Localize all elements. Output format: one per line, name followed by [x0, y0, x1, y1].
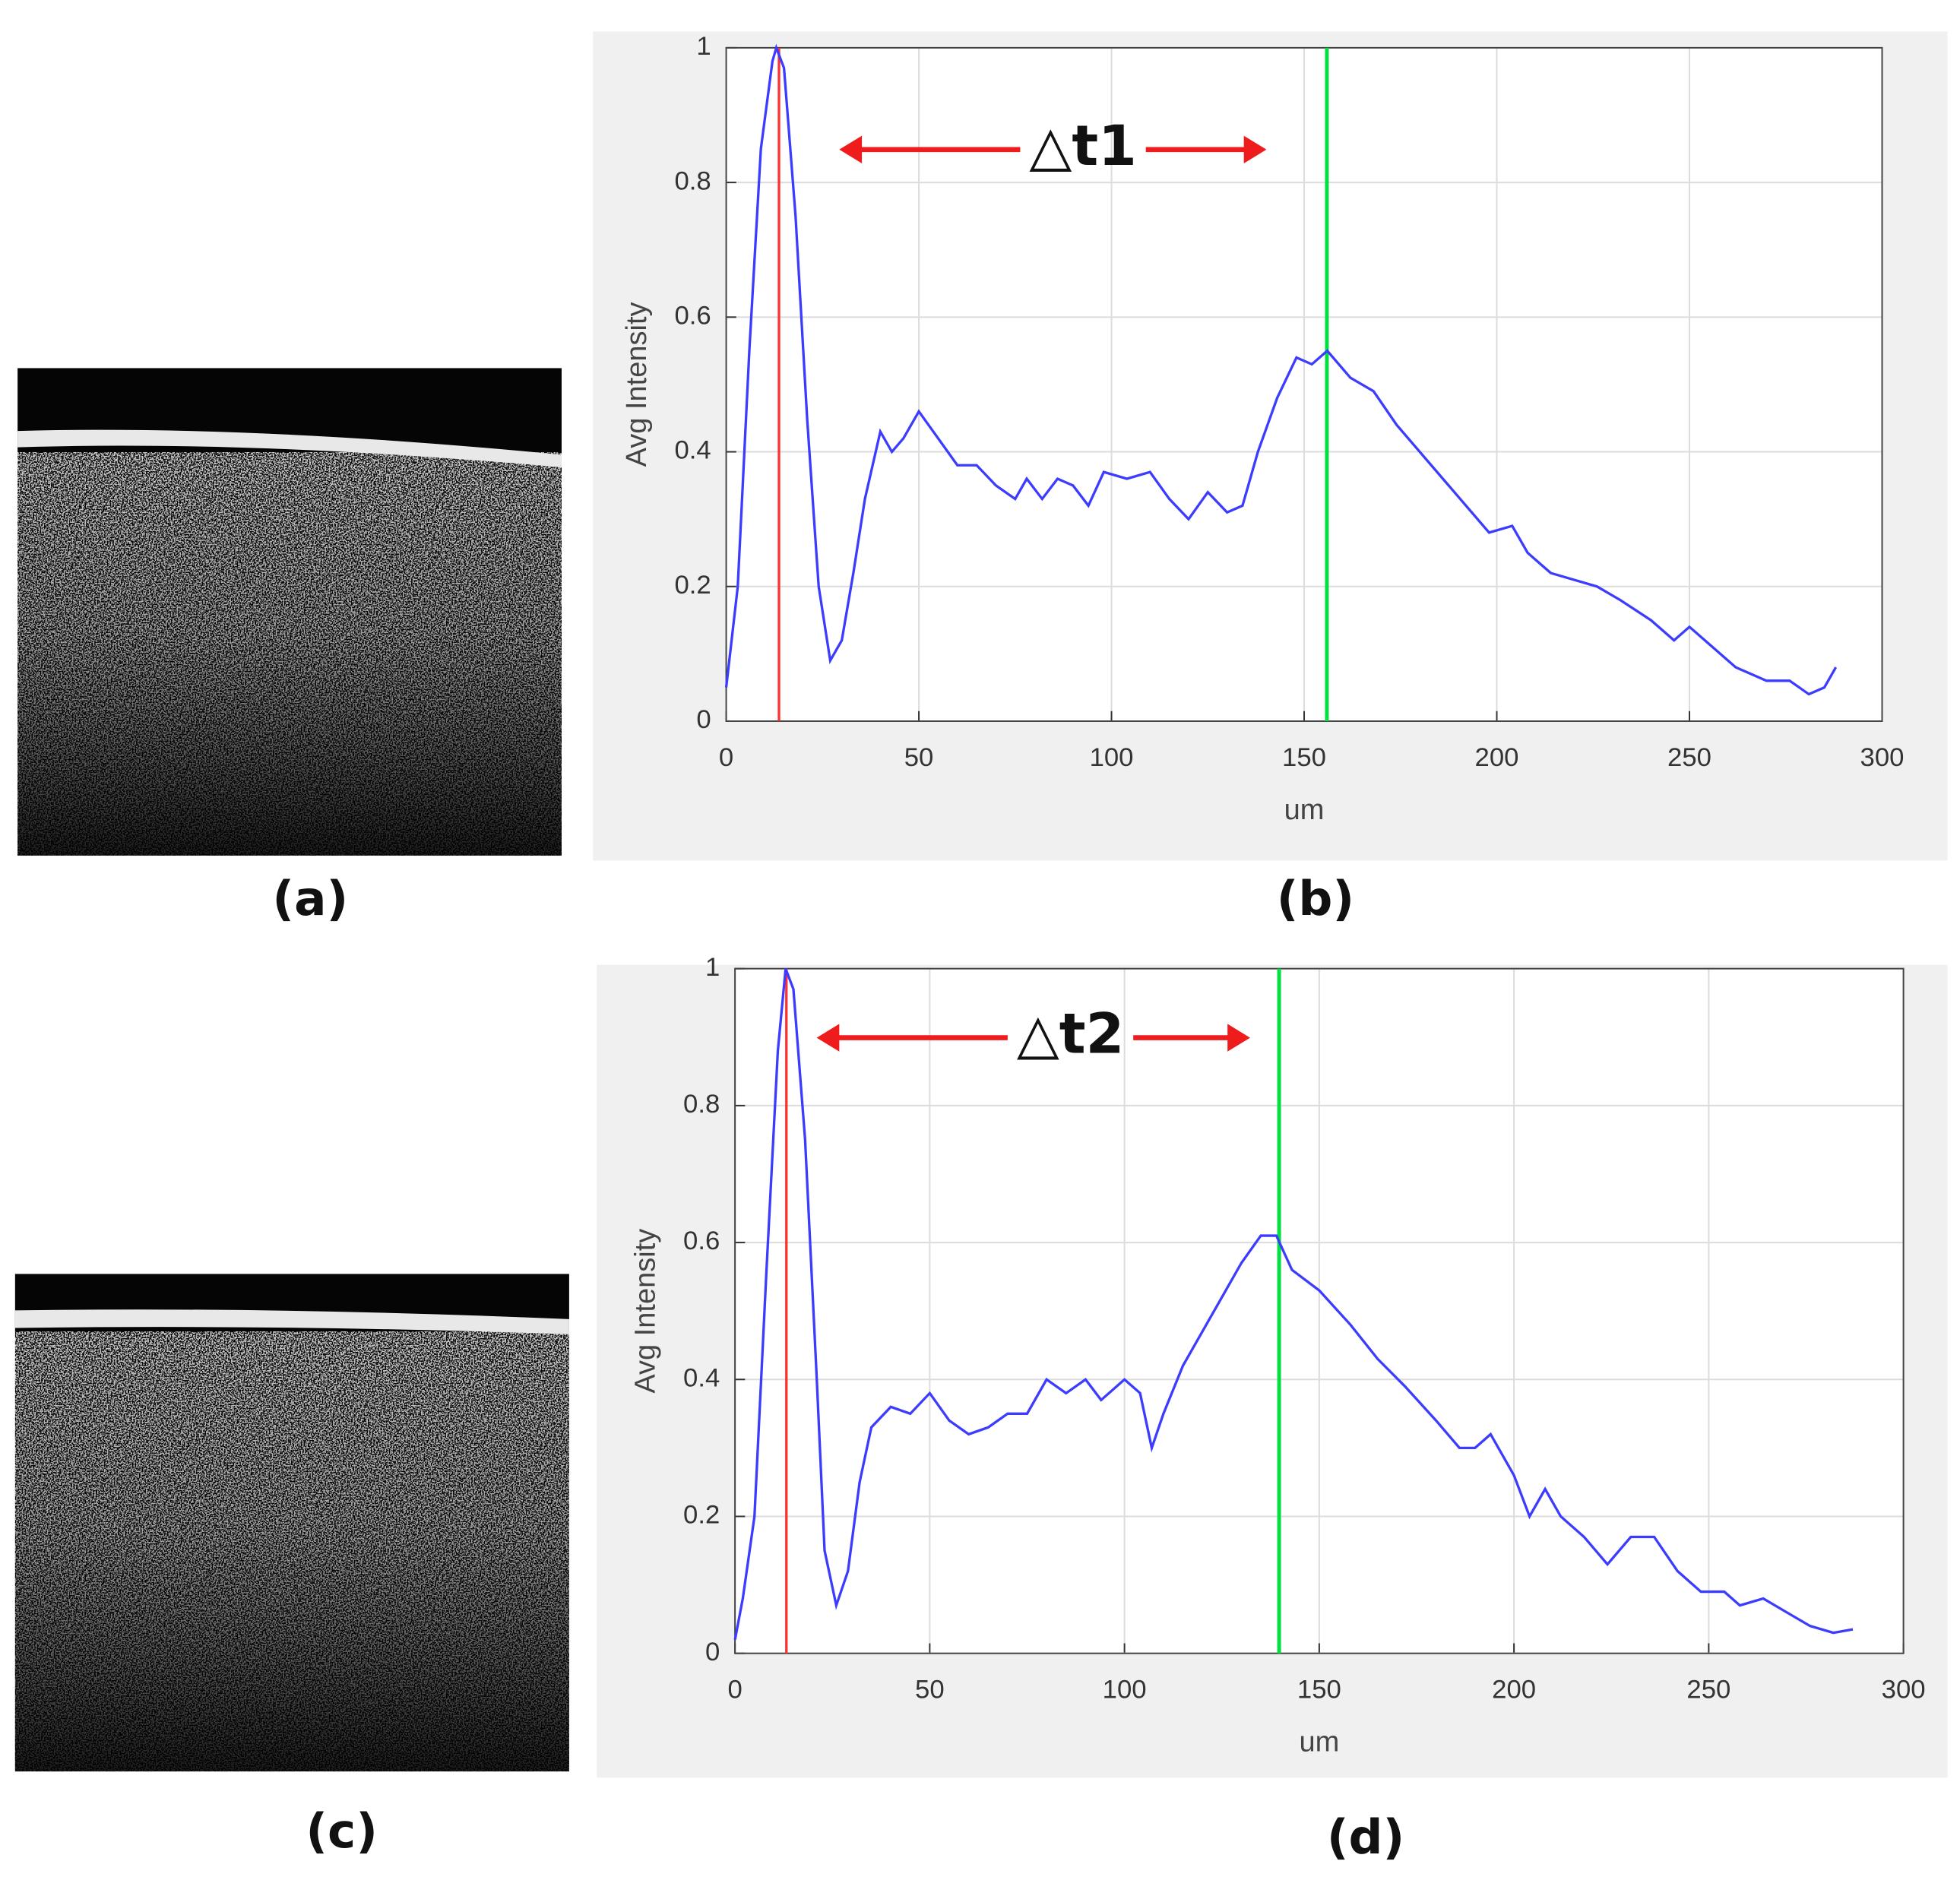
y-tick-label: 0 — [696, 705, 711, 734]
x-tick-label: 0 — [719, 743, 733, 772]
panel-label: (c) — [306, 1803, 378, 1859]
x-tick-label: 150 — [1282, 743, 1326, 772]
x-tick-label: 50 — [904, 743, 934, 772]
y-axis-label: Avg Intensity — [621, 302, 653, 467]
y-tick-label: 0.4 — [674, 436, 711, 465]
arrow-head — [1227, 1024, 1250, 1052]
x-axis-label: um — [1284, 794, 1325, 826]
oct-image-c — [14, 1274, 569, 1772]
x-tick-label: 200 — [1475, 743, 1519, 772]
arrow-head — [839, 135, 863, 163]
panel-label: (d) — [1327, 1809, 1404, 1865]
y-tick-label: 0.2 — [674, 571, 711, 600]
annotation: △t2 — [1017, 1002, 1124, 1067]
x-tick-label: 100 — [1090, 743, 1134, 772]
x-tick-label: 300 — [1882, 1675, 1926, 1704]
y-tick-label: 0.8 — [683, 1090, 720, 1119]
x-tick-label: 250 — [1686, 1675, 1730, 1704]
y-tick-label: 0.6 — [683, 1227, 720, 1255]
data-line — [733, 968, 1854, 1640]
x-tick-label: 250 — [1667, 743, 1711, 772]
chart: 0 50 100 150 200 250 300 0 0.2 0.4 0.6 0.8 1 um Avg In… — [597, 953, 1948, 1778]
axes-box — [725, 46, 1883, 722]
annotation: △t1 — [1029, 114, 1136, 179]
x-tick-label: 100 — [1103, 1675, 1147, 1704]
oct-image-a — [17, 368, 562, 856]
panel-label: (a) — [272, 871, 348, 926]
y-tick-label: 1 — [696, 32, 711, 61]
x-tick-label: 150 — [1297, 1675, 1341, 1704]
axes-box — [734, 967, 1905, 1654]
x-axis-label: um — [1299, 1727, 1339, 1758]
y-tick-label: 0.6 — [674, 301, 711, 330]
y-tick-label: 0.2 — [683, 1501, 720, 1530]
y-tick-label: 0.4 — [683, 1363, 720, 1392]
y-tick-label: 0 — [705, 1638, 720, 1667]
x-tick-label: 200 — [1492, 1675, 1536, 1704]
panel-label: (b) — [1277, 871, 1354, 926]
data-line — [724, 43, 1838, 696]
chart: 0 50 100 150 200 250 300 0 0.2 0.4 0.6 0.8 1 um Avg In… — [593, 31, 1948, 861]
arrow-head — [1243, 135, 1267, 163]
x-tick-label: 50 — [915, 1675, 945, 1704]
arrow-head — [816, 1024, 840, 1052]
y-axis-label: Avg Intensity — [629, 1229, 661, 1394]
y-tick-label: 0.8 — [674, 166, 711, 195]
x-tick-label: 0 — [727, 1675, 742, 1704]
x-tick-label: 300 — [1860, 743, 1905, 772]
y-tick-label: 1 — [705, 953, 720, 982]
